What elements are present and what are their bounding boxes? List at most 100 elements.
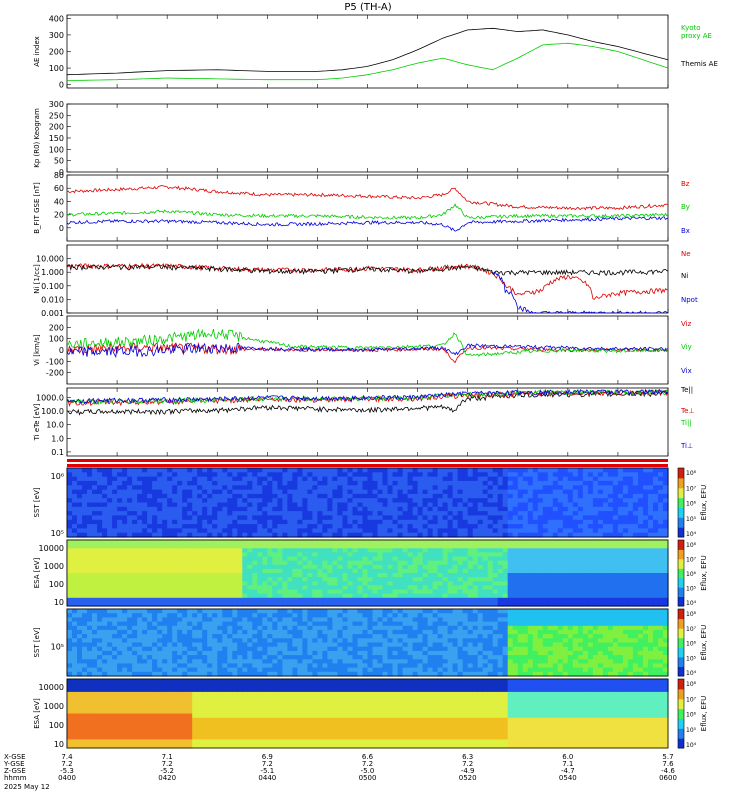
heatmap-cell [257, 515, 263, 520]
heatmap-cell [212, 668, 218, 673]
heatmap-cell [478, 590, 484, 595]
heatmap-cell [117, 520, 123, 525]
heatmap-cell [292, 565, 298, 570]
heatmap-cell [162, 472, 168, 477]
heatmap-cell [212, 557, 218, 562]
heatmap-cell [553, 498, 559, 503]
heatmap-cell [87, 668, 93, 673]
heatmap-cell [558, 565, 564, 570]
heatmap-cell [102, 598, 108, 603]
heatmap-cell [77, 503, 83, 508]
heatmap-cell [578, 561, 584, 566]
heatmap-cell [503, 511, 509, 516]
heatmap-cell [187, 577, 193, 582]
heatmap-cell [242, 630, 248, 635]
heatmap-cell [302, 609, 308, 614]
heatmap-cell [403, 569, 409, 574]
heatmap-cell [498, 544, 504, 549]
heatmap-cell [272, 520, 278, 525]
heatmap-cell [638, 581, 644, 586]
heatmap-cell [398, 552, 404, 557]
heatmap-cell [463, 544, 469, 549]
heatmap-cell [588, 540, 594, 545]
heatmap-cell [197, 643, 203, 648]
heatmap-cell [473, 557, 479, 562]
heatmap-cell [493, 511, 499, 516]
colorbar-segment [678, 498, 684, 508]
heatmap-cell [92, 594, 98, 599]
heatmap-cell [167, 668, 173, 673]
heatmap-cell [378, 503, 384, 508]
heatmap-cell [232, 626, 238, 631]
heatmap-cell [368, 511, 374, 516]
heatmap-cell [448, 540, 454, 545]
heatmap-cell [378, 581, 384, 586]
heatmap-cell [82, 663, 88, 668]
heatmap-cell [618, 481, 624, 486]
heatmap-cell [593, 569, 599, 574]
heatmap-cell [378, 511, 384, 516]
heatmap-cell [72, 643, 78, 648]
heatmap-cell [162, 528, 168, 533]
heatmap-cell [222, 472, 228, 477]
heatmap-cell [127, 651, 133, 656]
heatmap-cell [463, 490, 469, 495]
heatmap-cell [503, 503, 509, 508]
heatmap-cell [162, 485, 168, 490]
heatmap-cell [142, 585, 148, 590]
heatmap-cell [493, 494, 499, 499]
heatmap-cell [302, 477, 308, 482]
heatmap-cell [573, 468, 579, 473]
heatmap-cell [227, 540, 233, 545]
heatmap-cell [538, 565, 544, 570]
heatmap-cell [573, 503, 579, 508]
heatmap-cell [142, 544, 148, 549]
heatmap-cell [302, 548, 308, 553]
heatmap-cell [102, 548, 108, 553]
heatmap-cell [503, 481, 509, 486]
heatmap-cell [192, 577, 198, 582]
heatmap-cell [358, 577, 364, 582]
heatmap-cell [267, 468, 273, 473]
legend-label: Vix [681, 367, 692, 375]
heatmap-cell [403, 481, 409, 486]
heatmap-cell [67, 647, 73, 652]
heatmap-cell [262, 663, 268, 668]
heatmap-cell [538, 468, 544, 473]
heatmap-cell [428, 577, 434, 582]
heatmap-cell [207, 552, 213, 557]
heatmap-cell [598, 494, 604, 499]
heatmap-cell [578, 481, 584, 486]
heatmap-cell [488, 590, 494, 595]
heatmap-cell [327, 472, 333, 477]
heatmap-cell [157, 634, 163, 639]
heatmap-cell [267, 594, 273, 599]
heatmap-cell [222, 557, 228, 562]
heatmap-cell [633, 581, 639, 586]
heatmap-cell [177, 598, 183, 603]
heatmap-cell [202, 668, 208, 673]
heatmap-cell [593, 590, 599, 595]
heatmap-cell [388, 565, 394, 570]
heatmap-cell [72, 622, 78, 627]
heatmap-cell [272, 634, 278, 639]
heatmap-cell [608, 594, 614, 599]
heatmap-cell [538, 594, 544, 599]
heatmap-cell [363, 585, 369, 590]
heatmap-cell [358, 581, 364, 586]
heatmap-cell [272, 651, 278, 656]
heatmap-cell [578, 585, 584, 590]
heatmap-cell [277, 663, 283, 668]
heatmap-cell [628, 528, 634, 533]
heatmap-cell [252, 552, 258, 557]
heatmap-cell [197, 651, 203, 656]
heatmap-cell [267, 630, 273, 635]
heatmap-cell [653, 520, 659, 525]
heatmap-cell [87, 594, 93, 599]
heatmap-cell [197, 561, 203, 566]
heatmap-cell [368, 590, 374, 595]
heatmap-cell [247, 585, 253, 590]
heatmap-cell [643, 577, 649, 582]
heatmap-cell [628, 472, 634, 477]
heatmap-cell [503, 498, 509, 503]
